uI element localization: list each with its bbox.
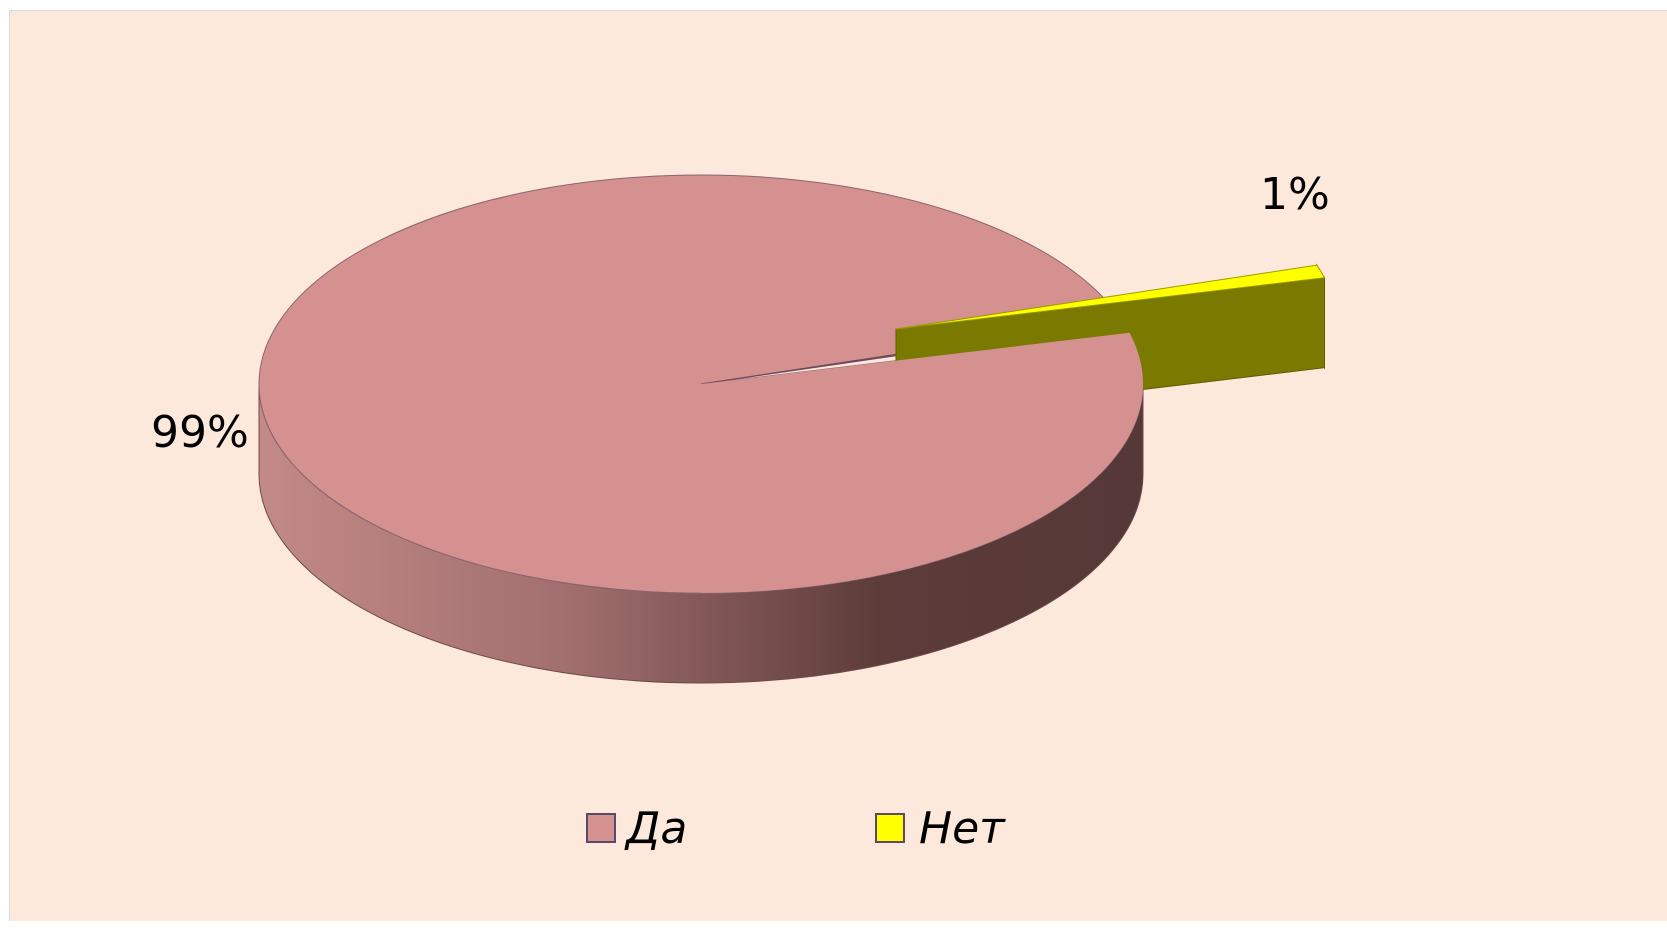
legend-swatch-net <box>875 813 905 843</box>
pie-slice-net <box>895 264 1326 330</box>
data-label-net: 1% <box>1260 169 1330 220</box>
chart-area: 99% 1% Да Нет <box>9 10 1667 921</box>
data-label-da: 99% <box>151 407 249 458</box>
pie-slice-da-overlap <box>701 332 1143 593</box>
pie-chart: 99% 1% Да Нет <box>151 169 1330 854</box>
legend-swatch-da <box>586 813 616 843</box>
legend: Да Нет <box>586 803 1006 854</box>
legend-label-net: Нет <box>919 803 1006 854</box>
legend-label-da: Да <box>624 803 687 854</box>
